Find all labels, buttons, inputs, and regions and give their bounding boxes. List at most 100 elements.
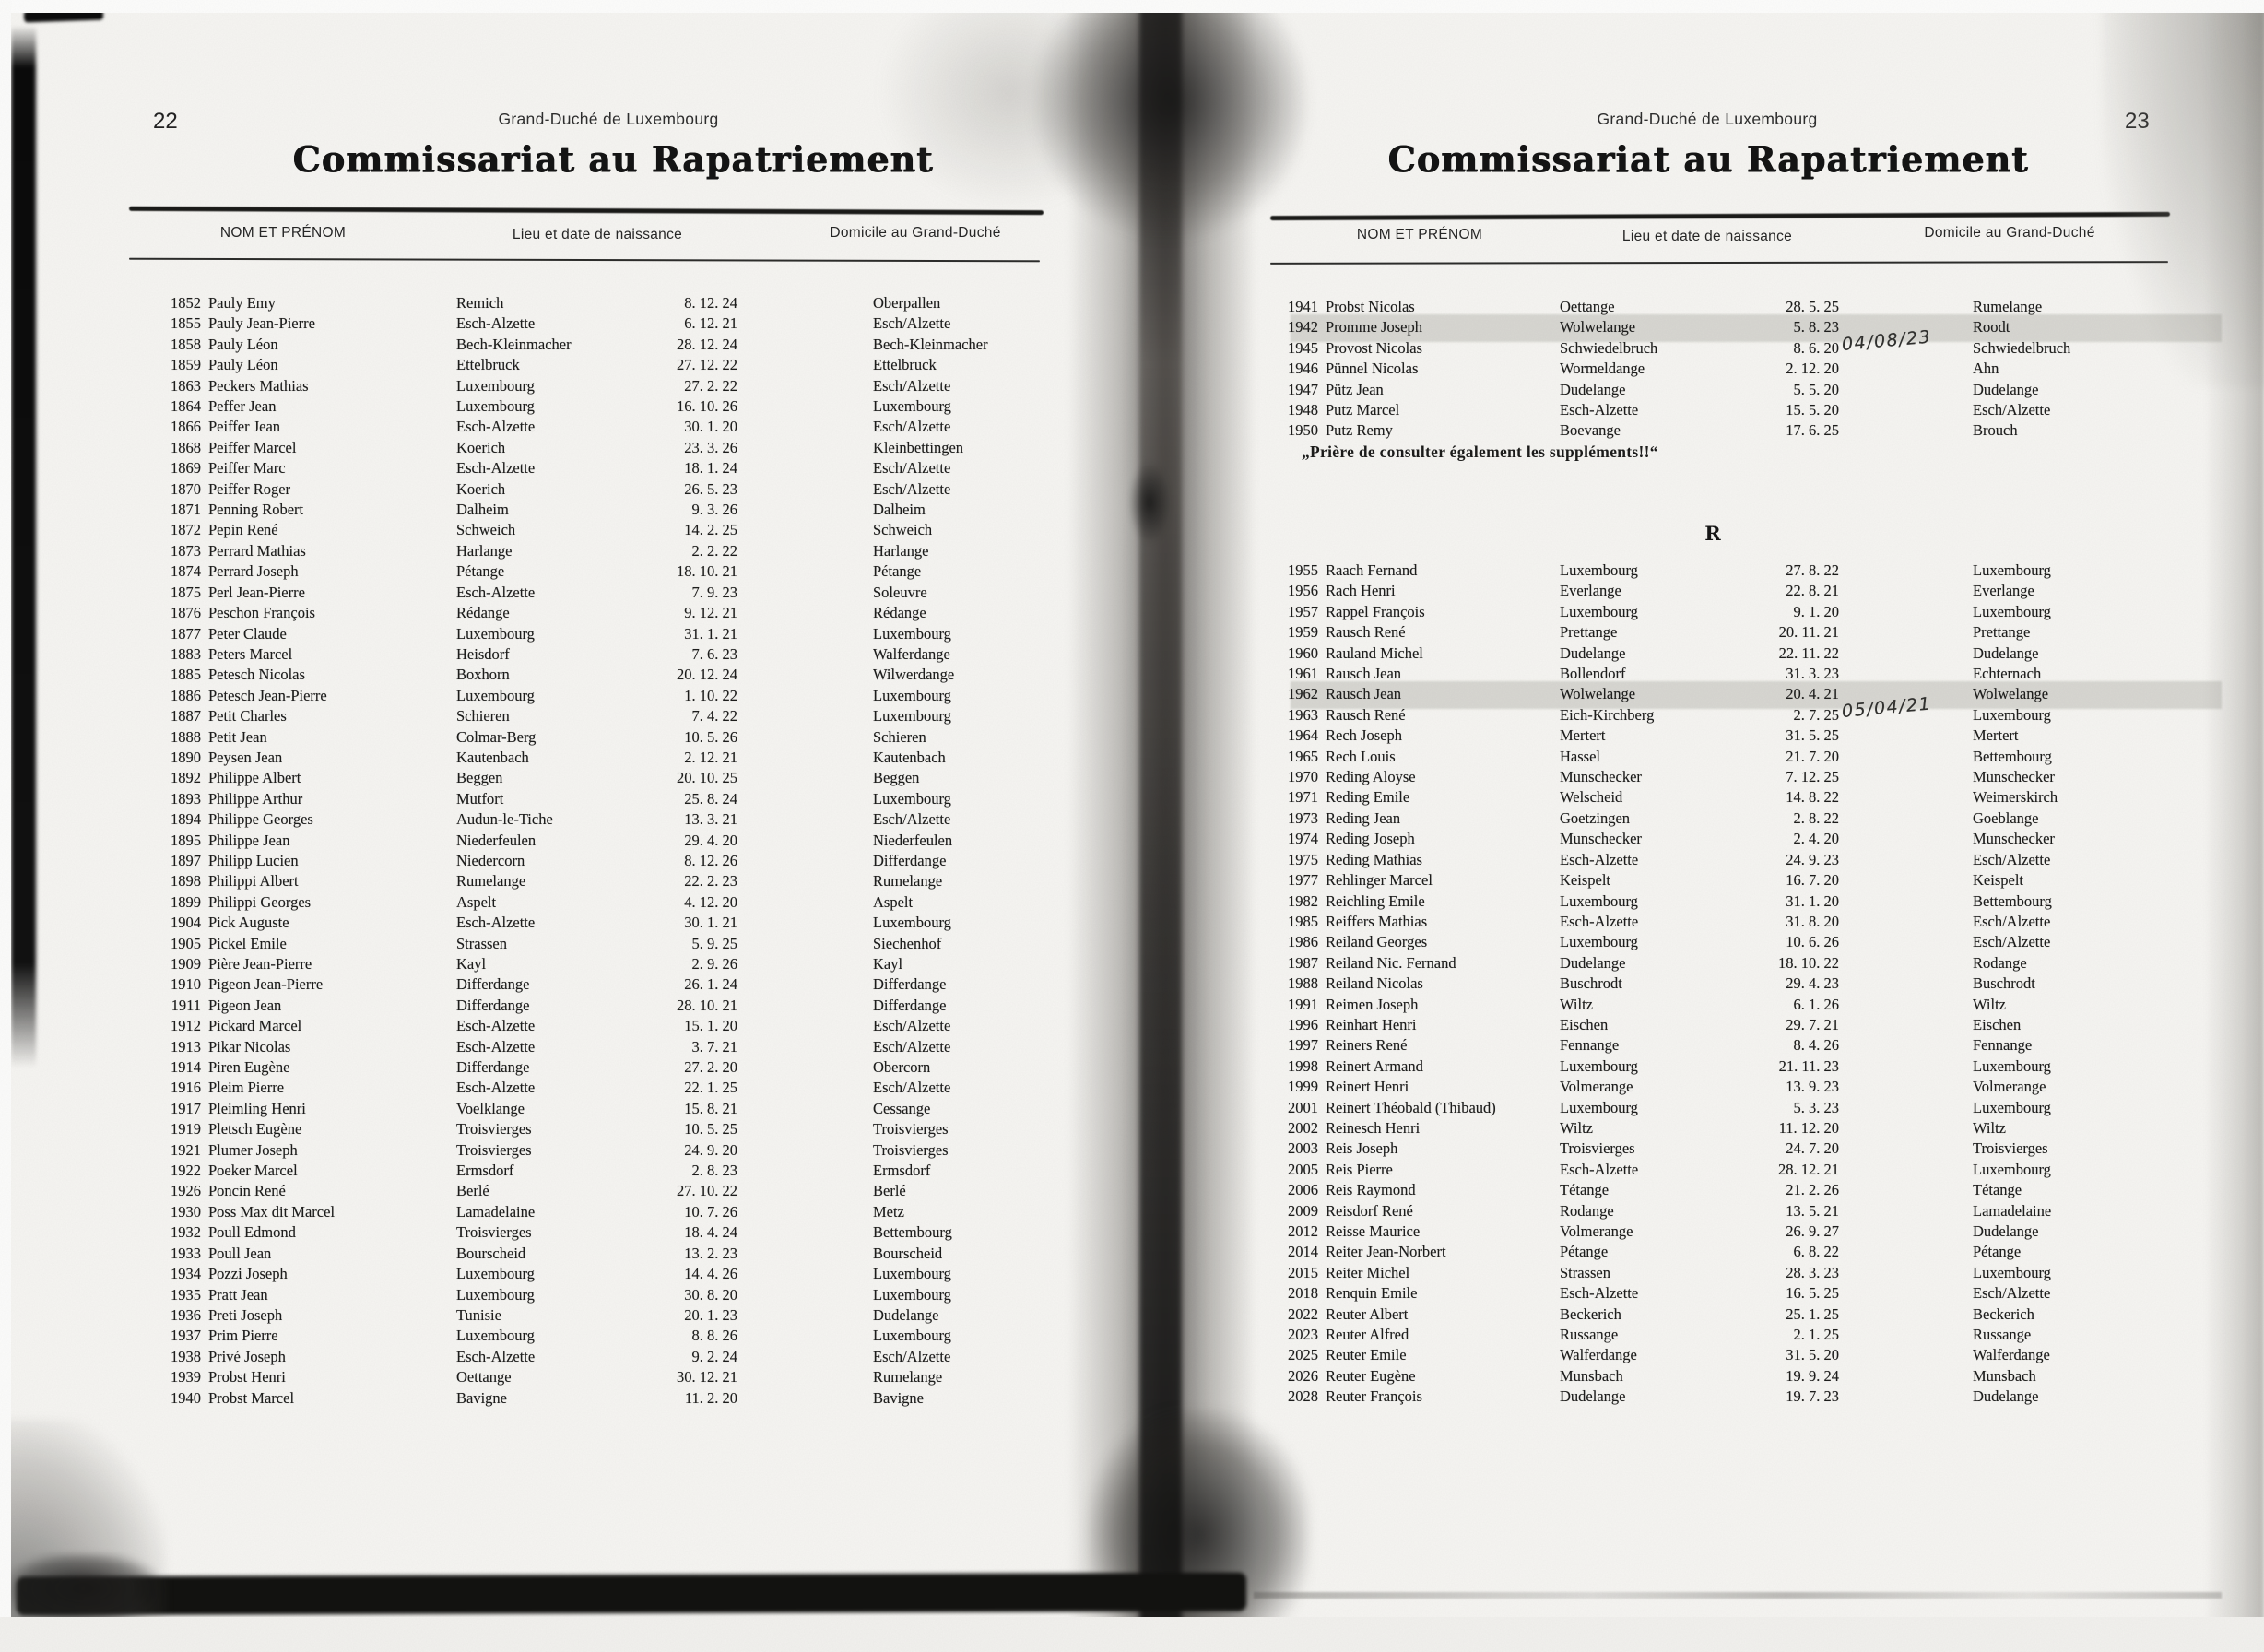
row-domicile: Russange (1973, 1326, 2032, 1344)
row-name: Reisse Maurice (1326, 1222, 1421, 1240)
row-name: Pletsch Eugène (208, 1120, 302, 1139)
row-name: Reis Pierre (1326, 1160, 1393, 1178)
row-name: Pauly Léon (208, 335, 278, 353)
column-spacer (1839, 932, 1973, 952)
row-name: Philippe Albert (208, 769, 301, 787)
column-spacer (1839, 1035, 1973, 1056)
row-number: 1970 (1288, 768, 1318, 786)
table-row: 1933 Poull Jean Bourscheid 13. 2. 23 Bou… (138, 1244, 1051, 1264)
row-domicile: Munschecker (1973, 830, 2055, 848)
row-domicile: Esch/Alzette (873, 1037, 951, 1056)
row-number: 1960 (1288, 643, 1318, 662)
row-birthplace: Munsbach (1560, 1366, 1623, 1385)
table-row: 1888 Petit Jean Colmar-Berg 10. 5. 26 Sc… (138, 727, 1051, 748)
row-birthdate: 28. 10. 21 (677, 996, 737, 1014)
row-birthplace: Lamadelaine (456, 1202, 536, 1221)
table-row: 2003 Reis Joseph Troisvierges 24. 7. 20 … (1256, 1139, 2233, 1159)
row-birthdate: 20. 12. 24 (677, 666, 737, 684)
row-name: Peschon François (208, 604, 315, 622)
row-domicile: Troisvierges (873, 1140, 949, 1159)
row-birthdate: 6. 1. 26 (1793, 995, 1840, 1013)
column-spacer (1839, 1118, 1973, 1139)
row-birthdate: 15. 8. 21 (684, 1099, 737, 1117)
row-domicile: Luxembourg (1973, 602, 2051, 620)
row-birthdate: 5. 5. 20 (1793, 380, 1840, 398)
table-row: 1866 Peiffer Jean Esch-Alzette 30. 1. 20… (138, 417, 1051, 437)
column-spacer (737, 293, 873, 313)
row-number: 1936 (171, 1305, 201, 1324)
row-domicile: Luxembourg (873, 789, 951, 808)
table-row: 1883 Peters Marcel Heisdorf 7. 6. 23 Wal… (138, 644, 1051, 665)
row-domicile: Pétange (1973, 1243, 2022, 1261)
row-domicile: Esch/Alzette (1973, 1284, 2051, 1303)
row-birthplace: Luxembourg (1560, 891, 1638, 910)
column-spacer (1839, 602, 1973, 622)
row-number: 1985 (1288, 912, 1318, 930)
column-spacer (1839, 891, 1973, 912)
row-birthdate: 22. 1. 25 (684, 1079, 737, 1097)
row-domicile: Brouch (1973, 421, 2018, 440)
row-birthdate: 20. 10. 25 (677, 769, 737, 787)
row-name: Rausch Jean (1326, 685, 1402, 703)
row-domicile: Mertert (1973, 726, 2019, 745)
row-birthdate: 7. 12. 25 (1786, 768, 1839, 786)
page-number-left: 22 (153, 109, 178, 134)
row-birthplace: Goetzingen (1560, 808, 1631, 827)
row-number: 1962 (1288, 685, 1318, 703)
row-birthdate: 30. 12. 21 (677, 1368, 737, 1386)
row-domicile: Tétange (1973, 1181, 2022, 1199)
column-spacer (1839, 1283, 1973, 1304)
row-number: 1950 (1288, 421, 1318, 440)
row-birthdate: 2. 12. 20 (1786, 360, 1839, 378)
row-birthdate: 24. 9. 23 (1786, 850, 1839, 868)
row-number: 1863 (171, 376, 201, 395)
table-row: 1987 Reiland Nic. Fernand Dudelange 18. … (1256, 953, 2233, 974)
row-name: Reiland Nic. Fernand (1326, 953, 1456, 972)
row-birthplace: Differdange (456, 996, 530, 1014)
row-name: Reimen Joseph (1326, 995, 1419, 1013)
row-birthdate: 5. 8. 23 (1793, 318, 1840, 336)
table-row: 1872 Pepin René Schweich 14. 2. 25 Schwe… (138, 520, 1051, 540)
row-domicile: Esch/Alzette (873, 810, 951, 829)
row-birthplace: Dudelange (1560, 380, 1626, 398)
column-spacer (1839, 1201, 1973, 1221)
row-domicile: Differdange (873, 851, 947, 869)
row-number: 1897 (171, 851, 201, 869)
table-row: 2005 Reis Pierre Esch-Alzette 28. 12. 21… (1256, 1160, 2233, 1180)
row-number: 1942 (1288, 318, 1318, 336)
row-birthplace: Troisvierges (456, 1120, 532, 1139)
row-name: Pière Jean-Pierre (208, 955, 312, 973)
row-domicile: Bech-Kleinmacher (873, 335, 988, 353)
row-birthdate: 3. 7. 21 (691, 1037, 738, 1056)
row-domicile: Differdange (873, 975, 947, 994)
row-domicile: Keispelt (1973, 871, 2023, 890)
column-spacer (737, 934, 873, 954)
row-birthplace: Ettelbruck (456, 356, 520, 374)
scan-margin-left (0, 0, 11, 1652)
row-birthdate: 1. 10. 22 (684, 686, 737, 704)
row-birthplace: Esch-Alzette (1560, 912, 1639, 930)
table-row: 1945 Provost Nicolas Schwiedelbruch 8. 6… (1256, 338, 2233, 359)
row-domicile: Esch/Alzette (1973, 912, 2051, 930)
column-spacer (737, 1099, 873, 1119)
row-name: Reding Aloyse (1326, 768, 1416, 786)
row-birthplace: Luxembourg (1560, 561, 1638, 579)
column-spacer (737, 603, 873, 623)
table-row: 1999 Reinert Henri Volmerange 13. 9. 23 … (1256, 1077, 2233, 1097)
row-number: 1872 (171, 521, 201, 539)
row-domicile: Prettange (1973, 623, 2031, 642)
row-birthplace: Differdange (456, 975, 530, 994)
row-birthdate: 7. 4. 22 (691, 707, 738, 726)
row-number: 1864 (171, 397, 201, 416)
row-name: Philippe Georges (208, 810, 313, 829)
row-name: Plumer Joseph (208, 1140, 298, 1159)
column-spacer (737, 479, 873, 500)
row-number: 1991 (1288, 995, 1318, 1013)
row-birthplace: Wormeldange (1560, 360, 1645, 378)
row-birthdate: 13. 3. 21 (684, 810, 737, 829)
row-birthplace: Strassen (456, 934, 507, 952)
row-birthdate: 17. 6. 25 (1786, 421, 1839, 440)
row-birthplace: Eischen (1560, 1015, 1609, 1033)
row-name: Reuter Emile (1326, 1346, 1407, 1364)
column-spacer (1839, 1077, 1973, 1097)
